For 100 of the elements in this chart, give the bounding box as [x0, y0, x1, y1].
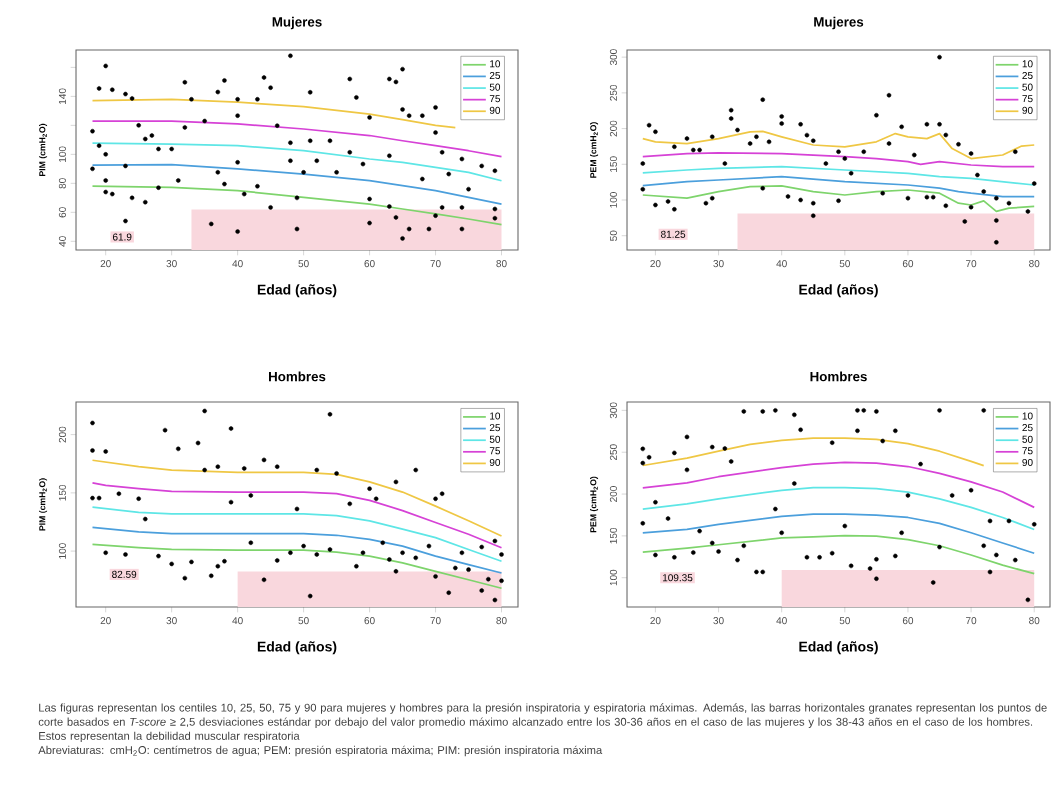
y-tick-label: 40 [58, 236, 66, 247]
x-tick-label: 30 [713, 617, 724, 625]
legend-label: 10 [490, 60, 501, 68]
x-tick-label: 70 [430, 617, 441, 625]
x-tick-label: 80 [1029, 260, 1040, 268]
x-tick-label: 40 [232, 617, 243, 625]
legend-label: 25 [489, 424, 501, 432]
x-axis-title: Edad (años) [257, 284, 337, 298]
text: Abreviaturas: cmH$_{2}$O: centímetros de agua; PEM: presión espiratoria máxima; PIM: presión inspiratoria máxima [38, 745, 603, 757]
annotation: 109.35 [662, 574, 693, 582]
y-axis-title: PIM (cmH$_{2}$O) [38, 123, 48, 176]
y-tick-label: 50 [609, 230, 617, 241]
x-tick-label: 40 [776, 617, 787, 625]
y-tick-label: 200 [609, 486, 617, 502]
x-tick-label: 20 [100, 260, 111, 268]
y-tick-label: 100 [58, 543, 66, 559]
line-series [641, 151, 1036, 168]
x-tick-label: 80 [1029, 617, 1040, 625]
line-series [91, 459, 503, 537]
y-tick-label: 150 [609, 156, 617, 172]
line-series [91, 120, 503, 158]
x-tick-label: 30 [166, 260, 177, 268]
chart-title: Hombres [810, 371, 867, 382]
x-tick-label: 70 [430, 260, 441, 268]
y-tick-label: 300 [609, 402, 617, 419]
annotation: 61.9 [112, 233, 132, 241]
y-axis-title: PEM (cmH$_{2}$O) [589, 122, 599, 178]
chart-title: Mujeres [272, 16, 322, 30]
legend-label: 75 [489, 447, 501, 455]
legend-label: 50 [489, 83, 501, 91]
x-tick-label: 60 [902, 617, 914, 625]
x-tick-label: 60 [902, 260, 914, 268]
y-tick-label: 150 [58, 484, 66, 501]
x-tick-label: 20 [100, 617, 111, 625]
x-axis-title: Edad (años) [799, 284, 878, 298]
line-series [91, 98, 457, 129]
x-tick-label: 30 [166, 617, 177, 625]
x-axis-title: Edad (años) [257, 641, 337, 655]
legend-label: 75 [1022, 447, 1033, 455]
legend-label: 25 [1022, 71, 1033, 80]
line-series [91, 481, 503, 549]
legend-label: 50 [1022, 435, 1033, 443]
x-tick-label: 70 [966, 617, 977, 625]
line-series [641, 486, 1036, 531]
x-tick-label: 30 [713, 260, 724, 268]
x-tick-label: 50 [839, 617, 850, 625]
y-tick-label: 300 [609, 49, 617, 66]
y-tick-label: 150 [609, 527, 617, 544]
x-tick-label: 80 [496, 617, 507, 625]
legend-label: 90 [1022, 106, 1033, 114]
x-tick-label: 50 [839, 260, 850, 268]
y-tick-label: 200 [609, 120, 617, 137]
line-series [641, 513, 1036, 555]
chart-title: Hombres [269, 371, 326, 382]
x-tick-label: 50 [298, 260, 309, 268]
line-series [641, 437, 985, 467]
legend-label: 90 [1022, 458, 1033, 466]
annotation: 82.59 [112, 570, 137, 578]
y-tick-label: 250 [609, 444, 617, 461]
legend-label: 75 [489, 95, 501, 103]
legend-label: 10 [1022, 60, 1033, 68]
legend-label: 10 [490, 412, 501, 420]
x-tick-label: 80 [496, 260, 507, 268]
annotation: 81.25 [661, 230, 686, 238]
chart-title: Mujeres [814, 16, 864, 30]
line-series [641, 461, 1036, 509]
y-axis-title: PEM (cmH$_{2}$O) [589, 476, 599, 533]
x-tick-label: 50 [298, 617, 309, 625]
text: Las figuras representan los centiles 10, 25, 50, 75 y 90 para mujeres y hombres para la presión inspiratoria y espiratoria máximas. Además, las barras horizontales granates representan los puntos de corte basados en T-score ≥ 2,5 desviaciones estándar por debajo del valor promedio máximo alcanzado entre los 30-36 años en el caso de las mujeres y los 38-43 años en el caso de los hombres. Estos representan la debilidad muscular respiratoria [38, 703, 1047, 743]
y-tick-label: 250 [609, 84, 617, 101]
y-tick-label: 80 [58, 178, 66, 189]
line-series [91, 142, 503, 182]
line-series [641, 175, 1036, 198]
legend-label: 10 [1022, 412, 1033, 420]
legend-label: 50 [1022, 83, 1033, 91]
y-tick-label: 140 [58, 88, 66, 104]
legend-label: 90 [489, 106, 501, 114]
y-tick-label: 60 [58, 207, 66, 218]
y-tick-label: 100 [609, 192, 617, 208]
x-tick-label: 60 [364, 617, 375, 625]
line-series [91, 163, 503, 205]
line-series [641, 185, 1036, 213]
line-series [91, 543, 503, 590]
legend-label: 25 [489, 71, 501, 80]
y-axis-title: PIM (cmH$_{2}$O) [38, 478, 48, 531]
x-tick-label: 20 [650, 260, 661, 268]
line-series [641, 130, 1036, 160]
y-tick-label: 100 [58, 146, 66, 162]
x-tick-label: 20 [650, 617, 661, 625]
legend-label: 50 [489, 435, 501, 443]
line-series [91, 185, 503, 226]
x-axis-title: Edad (años) [799, 641, 878, 655]
x-tick-label: 70 [966, 260, 977, 268]
x-tick-label: 40 [232, 260, 243, 268]
legend-label: 75 [1022, 95, 1033, 103]
legend-label: 90 [489, 458, 501, 467]
y-tick-label: 200 [58, 426, 66, 443]
y-tick-label: 100 [609, 569, 617, 586]
x-tick-label: 60 [364, 260, 375, 268]
x-tick-label: 40 [776, 260, 787, 268]
